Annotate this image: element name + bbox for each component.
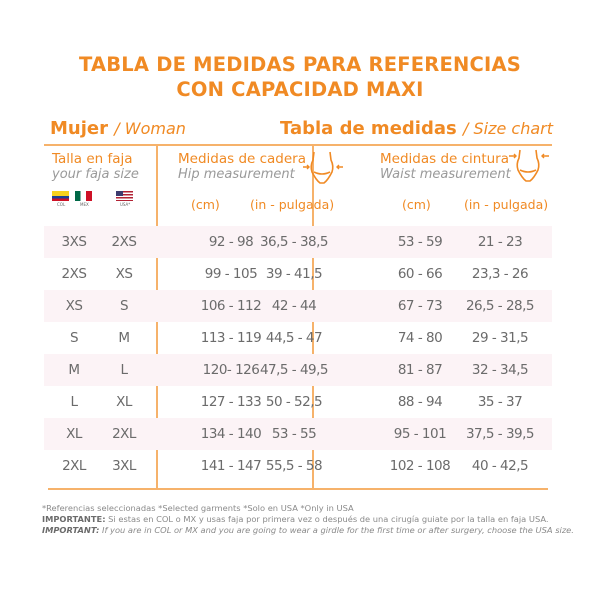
cell-waist-in: 37,5 - 39,5: [465, 426, 535, 442]
important-en-text: If you are in COL or MX and you are goin…: [99, 525, 574, 535]
hip-unit-in: (in - pulgada): [250, 197, 335, 212]
table-row: XL 2XL 134 - 140 53 - 55 95 - 101 37,5 - 39,5: [44, 418, 552, 450]
cell-hip-cm: 120- 126: [202, 362, 260, 378]
hip-measure-icon: [303, 151, 343, 184]
cell-waist-in: 26,5 - 28,5: [465, 298, 535, 314]
woman-heading: Mujer / Woman: [50, 118, 186, 139]
cell-size-col: 2XL: [62, 458, 86, 474]
cell-size-usa: S: [119, 298, 129, 314]
cell-hip-in: 39 - 41,5: [265, 266, 323, 282]
table-row: 2XL 3XL 141 - 147 55,5 - 58 102 - 108 40 - 42…: [44, 450, 552, 482]
woman-label-en: / Woman: [114, 119, 186, 138]
cell-waist-in: 35 - 37: [477, 394, 523, 410]
cell-waist-in: 21 - 23: [477, 234, 523, 250]
waist-label-en: Waist measurement: [380, 167, 511, 182]
hip-label-en: Hip measurement: [178, 167, 295, 182]
woman-label: Mujer: [50, 118, 108, 139]
cell-waist-cm: 60 - 66: [397, 266, 443, 282]
title-line-1: TABLA DE MEDIDAS PARA REFERENCIAS: [78, 53, 522, 76]
bottom-divider: [48, 488, 548, 490]
important-note-en: IMPORTANT: If you are in COL or MX and y…: [42, 525, 574, 537]
cell-waist-in: 32 - 34,5: [471, 362, 529, 378]
cell-waist-cm: 88 - 94: [397, 394, 443, 410]
cell-hip-in: 36,5 - 38,5: [259, 234, 329, 250]
cell-hip-in: 42 - 44: [271, 298, 317, 314]
cell-size-usa: 2XS: [111, 234, 137, 250]
size-chart-label-en: / Size chart: [462, 119, 553, 138]
flag-label-col: COL: [57, 202, 66, 207]
size-label: Talla en faja: [52, 151, 133, 167]
size-label-en: your faja size: [52, 167, 139, 182]
cell-hip-in: 55,5 - 58: [265, 458, 323, 474]
page-title: TABLA DE MEDIDAS PARA REFERENCIAS CON CA…: [0, 52, 600, 102]
colombia-flag-icon: [52, 191, 69, 201]
cell-waist-cm: 102 - 108: [389, 458, 451, 474]
title-line-2: CON CAPACIDAD MAXI: [176, 78, 424, 101]
top-divider: [44, 144, 552, 146]
cell-size-usa: L: [120, 362, 128, 378]
important-es-text: Si estas en COL o MX y usas faja por pri…: [105, 514, 549, 524]
size-chart-label: Tabla de medidas: [280, 118, 457, 139]
cell-hip-cm: 141 - 147: [200, 458, 262, 474]
important-en-label: IMPORTANT:: [42, 525, 100, 535]
cell-size-col: XL: [66, 426, 82, 442]
table-row: 2XS XS 99 - 105 39 - 41,5 60 - 66 23,3 - 26: [44, 258, 552, 290]
cell-hip-in: 44,5 - 47: [265, 330, 323, 346]
cell-waist-cm: 53 - 59: [397, 234, 443, 250]
table-row: M L 120- 126 47,5 - 49,5 81 - 87 32 - 34,5: [44, 354, 552, 386]
hip-label: Medidas de cadera: [178, 151, 306, 167]
waist-unit-cm: (cm): [402, 197, 431, 212]
cell-size-col: 2XS: [61, 266, 87, 282]
usa-flag-icon: [116, 191, 133, 201]
cell-waist-cm: 95 - 101: [393, 426, 447, 442]
waist-label: Medidas de cintura: [380, 151, 510, 167]
cell-waist-cm: 74 - 80: [397, 330, 443, 346]
important-es-label: IMPORTANTE:: [42, 514, 106, 524]
hip-unit-cm: (cm): [191, 197, 220, 212]
important-note-es: IMPORTANTE: Si estas en COL o MX y usas …: [42, 514, 549, 526]
cell-size-usa: XS: [115, 266, 133, 282]
cell-hip-cm: 113 - 119: [200, 330, 262, 346]
cell-size-usa: 3XL: [112, 458, 136, 474]
cell-hip-in: 50 - 52,5: [265, 394, 323, 410]
cell-waist-in: 23,3 - 26: [471, 266, 529, 282]
table-row: S M 113 - 119 44,5 - 47 74 - 80 29 - 31,5: [44, 322, 552, 354]
cell-hip-cm: 92 - 98: [208, 234, 254, 250]
flag-label-usa: USA*: [120, 202, 131, 207]
mexico-flag-icon: [75, 191, 92, 201]
cell-hip-cm: 134 - 140: [200, 426, 262, 442]
cell-hip-in: 47,5 - 49,5: [259, 362, 329, 378]
cell-hip-cm: 99 - 105: [204, 266, 258, 282]
cell-size-usa: XL: [116, 394, 132, 410]
size-chart-heading: Tabla de medidas / Size chart: [280, 118, 553, 139]
table-row: 3XS 2XS 92 - 98 36,5 - 38,5 53 - 59 21 - 23: [44, 226, 552, 258]
waist-unit-in: (in - pulgada): [464, 197, 549, 212]
cell-size-col: 3XS: [61, 234, 87, 250]
cell-size-usa: 2XL: [112, 426, 136, 442]
cell-hip-in: 53 - 55: [271, 426, 317, 442]
cell-size-col: L: [70, 394, 78, 410]
cell-hip-cm: 127 - 133: [200, 394, 262, 410]
waist-measure-icon: [509, 149, 549, 182]
cell-size-col: S: [69, 330, 79, 346]
cell-waist-cm: 67 - 73: [397, 298, 443, 314]
cell-size-col: M: [68, 362, 80, 378]
cell-size-usa: M: [118, 330, 130, 346]
cell-waist-in: 29 - 31,5: [471, 330, 529, 346]
cell-hip-cm: 106 - 112: [200, 298, 262, 314]
flag-label-mex: MEX: [80, 202, 89, 207]
cell-size-col: XS: [65, 298, 83, 314]
cell-waist-in: 40 - 42,5: [471, 458, 529, 474]
table-row: L XL 127 - 133 50 - 52,5 88 - 94 35 - 37: [44, 386, 552, 418]
table-row: XS S 106 - 112 42 - 44 67 - 73 26,5 - 28,5: [44, 290, 552, 322]
cell-waist-cm: 81 - 87: [397, 362, 443, 378]
references-note: *Referencias seleccionadas *Selected gar…: [42, 503, 354, 513]
